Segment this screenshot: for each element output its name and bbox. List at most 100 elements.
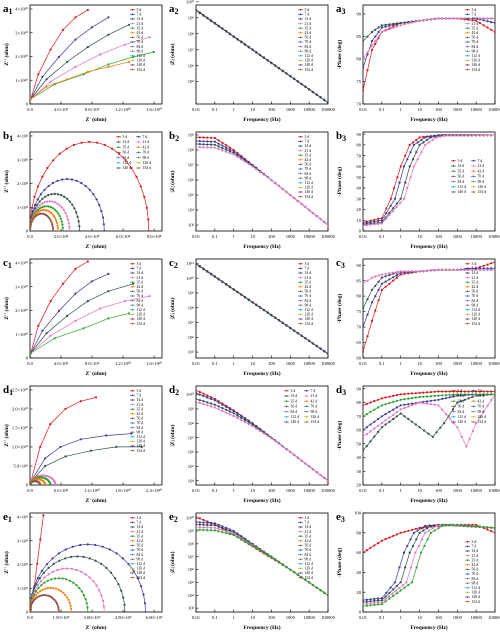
x-tick-label: 10000 xyxy=(303,107,315,112)
data-point xyxy=(490,268,493,271)
data-point xyxy=(225,144,228,147)
legend-label: 154 d xyxy=(305,576,314,580)
data-point xyxy=(57,588,60,591)
series-line xyxy=(30,295,150,354)
legend-marker xyxy=(472,165,475,167)
y-tick-label: 10³ xyxy=(188,223,195,228)
data-point xyxy=(84,573,87,576)
data-point xyxy=(463,390,466,393)
x-tick-label: 0.01 xyxy=(359,615,368,620)
legend-marker xyxy=(299,27,302,30)
data-point xyxy=(377,417,380,421)
data-point xyxy=(80,590,83,593)
data-point xyxy=(31,600,35,603)
data-point xyxy=(99,53,102,56)
plot-frame xyxy=(362,385,496,486)
x-axis-label: Frequency (Hz) xyxy=(410,624,447,631)
legend-marker xyxy=(466,304,469,307)
series-line xyxy=(363,394,495,448)
data-point xyxy=(429,18,432,21)
data-point xyxy=(243,160,247,163)
data-point xyxy=(196,389,198,392)
data-point xyxy=(198,523,201,526)
data-point xyxy=(420,527,423,530)
legend-marker xyxy=(299,163,302,166)
data-point xyxy=(456,268,459,271)
legend-label: 140 d xyxy=(305,571,314,575)
data-point xyxy=(395,25,398,28)
x-axis-label: Frequency (Hz) xyxy=(410,370,447,377)
legend-marker xyxy=(131,408,134,411)
y-tick-label: 60 xyxy=(356,550,361,555)
data-point xyxy=(418,395,421,399)
legend-marker xyxy=(299,64,302,66)
legend-label: 112 d xyxy=(123,161,132,165)
legend-label: 42 d xyxy=(472,563,479,567)
legend-label: 98 d xyxy=(305,557,312,561)
data-point xyxy=(370,30,374,34)
data-point xyxy=(60,220,63,223)
data-point xyxy=(70,178,74,181)
data-point xyxy=(407,405,410,408)
data-point xyxy=(70,607,73,610)
y-tick-label: 1×10⁸ xyxy=(17,205,28,210)
data-point xyxy=(107,317,110,320)
series-line xyxy=(363,134,495,225)
data-point xyxy=(374,295,377,298)
x-tick-label: 1.2×10¹⁰ xyxy=(115,107,131,112)
data-point xyxy=(308,465,311,468)
data-point xyxy=(281,445,284,448)
data-point xyxy=(30,602,33,605)
data-point xyxy=(213,275,216,278)
data-point xyxy=(217,148,220,151)
data-point xyxy=(206,394,209,397)
legend-marker xyxy=(466,68,469,71)
data-point xyxy=(300,334,303,337)
data-point xyxy=(422,395,425,398)
data-point xyxy=(217,25,220,28)
x-axis-label: Z' (ohm) xyxy=(86,243,107,250)
data-point xyxy=(311,342,314,345)
legend-marker xyxy=(472,159,475,162)
data-point xyxy=(467,390,470,393)
data-point xyxy=(31,219,34,222)
y-tick-label: 10⁶ xyxy=(188,335,195,340)
data-point xyxy=(399,165,402,168)
data-point xyxy=(319,589,322,592)
y-tick-label: 85 xyxy=(356,278,361,283)
data-point xyxy=(45,594,48,597)
legend-label: 154 d xyxy=(478,420,487,424)
data-point xyxy=(407,403,410,406)
data-point xyxy=(262,551,265,554)
legend-label: 56 d xyxy=(123,151,130,155)
legend-label: 35 d xyxy=(137,407,144,411)
x-tick-label: 8.0×10⁹ xyxy=(85,107,100,112)
x-tick-label: 100 xyxy=(268,234,276,239)
legend-label: 14 d xyxy=(137,271,144,275)
data-point xyxy=(140,585,143,588)
legend-label: 70 d xyxy=(137,40,144,44)
legend-marker xyxy=(299,181,302,184)
data-point xyxy=(408,165,411,168)
data-point xyxy=(49,80,52,83)
data-point xyxy=(33,203,37,207)
data-point xyxy=(213,22,216,25)
legend-marker xyxy=(466,313,469,316)
legend-label: 140 d xyxy=(458,190,467,194)
data-point xyxy=(296,456,299,459)
data-point xyxy=(384,218,387,221)
data-point xyxy=(130,166,133,170)
y-tick-label: 10⁸ xyxy=(188,421,195,426)
legend-label: 21 d xyxy=(305,276,312,280)
legend-marker xyxy=(472,405,475,408)
legend-marker xyxy=(466,582,469,585)
legend-label: 14 d xyxy=(458,164,465,168)
data-point xyxy=(236,414,239,417)
legend-label: 7 d xyxy=(305,13,310,17)
y-tick-label: 80 xyxy=(356,57,361,62)
data-point xyxy=(53,201,57,204)
panel-label-b1: b1 xyxy=(3,130,13,143)
y-tick-label: 10⁵ xyxy=(188,193,195,198)
legend-marker xyxy=(466,272,469,274)
